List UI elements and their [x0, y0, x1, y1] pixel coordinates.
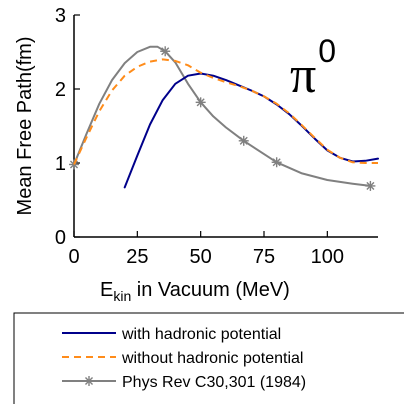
legend-label: with hadronic potential — [121, 326, 281, 343]
series-line — [123, 72, 379, 189]
legend-label: Phys Rev C30,301 (1984) — [122, 374, 306, 391]
x-tick-label: 50 — [190, 246, 212, 268]
series-layer — [69, 45, 379, 191]
series-line — [73, 45, 372, 187]
x-tick-label: 100 — [311, 246, 344, 268]
legend-label: without hadronic potential — [121, 350, 303, 367]
x-axis-label: Ekin in Vacuum (MeV) — [100, 279, 290, 304]
particle-annotation: π0 — [290, 33, 336, 104]
series-marker — [271, 157, 282, 168]
x-tick-label: 0 — [68, 246, 79, 268]
x-ticks: 0 25 50 75 100 — [68, 231, 344, 268]
series-marker — [365, 180, 376, 191]
particle-superscript: 0 — [318, 33, 336, 69]
series-marker — [84, 376, 94, 386]
x-tick-label: 25 — [126, 246, 148, 268]
x-axis-label-main: E — [100, 279, 113, 301]
legend-box — [13, 312, 404, 404]
y-tick-label: 0 — [55, 227, 66, 249]
particle-symbol: π — [290, 47, 316, 104]
y-tick-label: 1 — [55, 153, 66, 175]
series-marker — [238, 135, 249, 146]
series-line — [73, 58, 378, 165]
series-marker — [160, 46, 171, 57]
y-axis-label: Mean Free Path(fm) — [14, 37, 36, 216]
y-ticks: 0 1 2 3 — [55, 5, 80, 249]
x-tick-label: 75 — [253, 246, 275, 268]
y-tick-label: 2 — [55, 79, 66, 101]
series-marker — [195, 97, 206, 108]
x-axis-label-rest: in Vacuum (MeV) — [131, 279, 290, 301]
x-axis-label-sub: kin — [113, 288, 131, 304]
y-tick-label: 3 — [55, 5, 66, 27]
legend: with hadronic potential without hadronic … — [62, 326, 306, 391]
